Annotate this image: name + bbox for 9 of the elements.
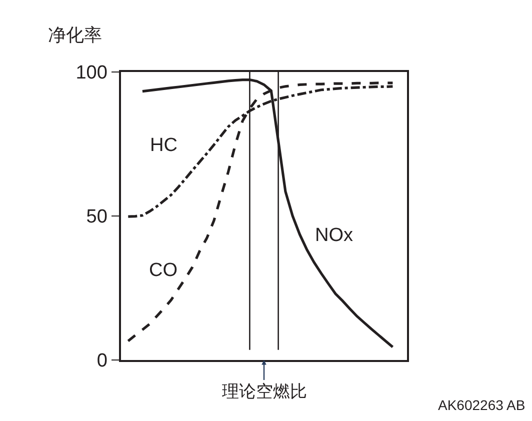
series-label: HC bbox=[150, 135, 178, 156]
y-tick-label: 0 bbox=[96, 350, 108, 372]
y-tick-label: 100 bbox=[76, 62, 108, 84]
text: AK602263 AB bbox=[438, 397, 526, 413]
y-axis-title: 净化率 bbox=[48, 25, 102, 45]
series-label: NOx bbox=[315, 225, 354, 246]
series-label: CO bbox=[149, 260, 178, 281]
y-tick-label: 50 bbox=[86, 206, 108, 228]
text: 理论空燃比 bbox=[222, 382, 307, 401]
